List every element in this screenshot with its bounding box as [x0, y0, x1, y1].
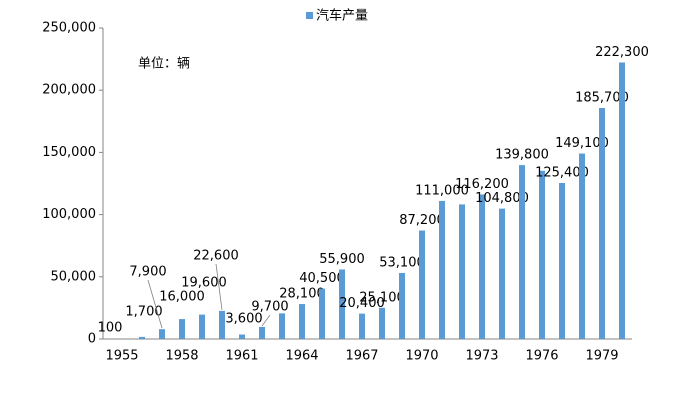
- bar: [219, 310, 225, 339]
- data-label: 3,600: [225, 312, 262, 327]
- bar: [419, 230, 425, 339]
- legend-label: 汽车产量: [316, 8, 368, 24]
- data-label: 7,900: [129, 265, 166, 280]
- bar: [339, 269, 345, 339]
- data-label: 1,700: [125, 305, 162, 320]
- bar: [199, 314, 205, 339]
- leader-line: [147, 279, 163, 329]
- data-label: 100: [98, 321, 123, 336]
- legend-swatch: [306, 12, 313, 19]
- data-label: 149,100: [555, 136, 609, 151]
- data-label: 20,400: [339, 296, 385, 311]
- data-label: 111,000: [415, 183, 469, 198]
- bar: [439, 200, 445, 339]
- bar: [499, 208, 505, 339]
- data-label: 53,100: [379, 255, 425, 270]
- bar: [299, 304, 305, 339]
- bar: [359, 313, 365, 339]
- x-tick-label: 1964: [285, 349, 318, 364]
- x-tick-label: 1967: [345, 349, 378, 364]
- bar: [459, 204, 465, 339]
- x-tick-label: 1961: [225, 349, 258, 364]
- y-tick-label: 200,000: [42, 83, 96, 98]
- data-label: 87,200: [399, 213, 445, 228]
- y-tick-label: 250,000: [42, 21, 96, 36]
- x-tick-label: 1976: [525, 349, 558, 364]
- bar: [599, 107, 605, 339]
- bar: [579, 153, 585, 339]
- annotation: 单位：辆: [138, 57, 190, 72]
- data-label: 19,600: [181, 276, 227, 291]
- x-tick-label: 1970: [405, 349, 438, 364]
- bar: [399, 272, 405, 339]
- x-tick-label: 1979: [585, 349, 618, 364]
- data-label: 139,800: [495, 148, 549, 163]
- leader-line: [215, 263, 223, 310]
- y-tick-label: 0: [88, 332, 96, 347]
- data-label: 104,800: [475, 191, 529, 206]
- leader-line: [261, 314, 271, 327]
- data-label: 28,100: [279, 287, 325, 302]
- data-label: 222,300: [595, 45, 649, 60]
- y-tick-label: 50,000: [51, 269, 97, 284]
- x-tick-label: 1973: [465, 349, 498, 364]
- y-tick-label: 150,000: [42, 145, 96, 160]
- bar: [279, 313, 285, 339]
- bar: [139, 336, 145, 339]
- bar: [159, 329, 165, 339]
- bar: [619, 62, 625, 339]
- y-tick-label: 100,000: [42, 207, 96, 222]
- x-tick-label: 1958: [165, 349, 198, 364]
- data-label: 185,700: [575, 90, 629, 105]
- data-label: 125,400: [535, 166, 589, 181]
- bar: [259, 326, 265, 339]
- data-label: 9,700: [251, 300, 288, 315]
- data-label: 16,000: [159, 290, 205, 305]
- bar: [559, 183, 565, 339]
- data-label: 25,100: [359, 290, 405, 305]
- bar: [379, 307, 385, 339]
- bar: [179, 319, 185, 339]
- data-label: 40,500: [299, 271, 345, 286]
- data-label: 22,600: [193, 249, 239, 264]
- bar: [319, 288, 325, 339]
- bar: [479, 194, 485, 339]
- data-label: 116,200: [455, 177, 509, 192]
- data-label: 55,900: [319, 252, 365, 267]
- bar: [519, 165, 525, 339]
- bar: [239, 334, 245, 339]
- bar: [539, 170, 545, 339]
- x-tick-label: 1955: [105, 349, 138, 364]
